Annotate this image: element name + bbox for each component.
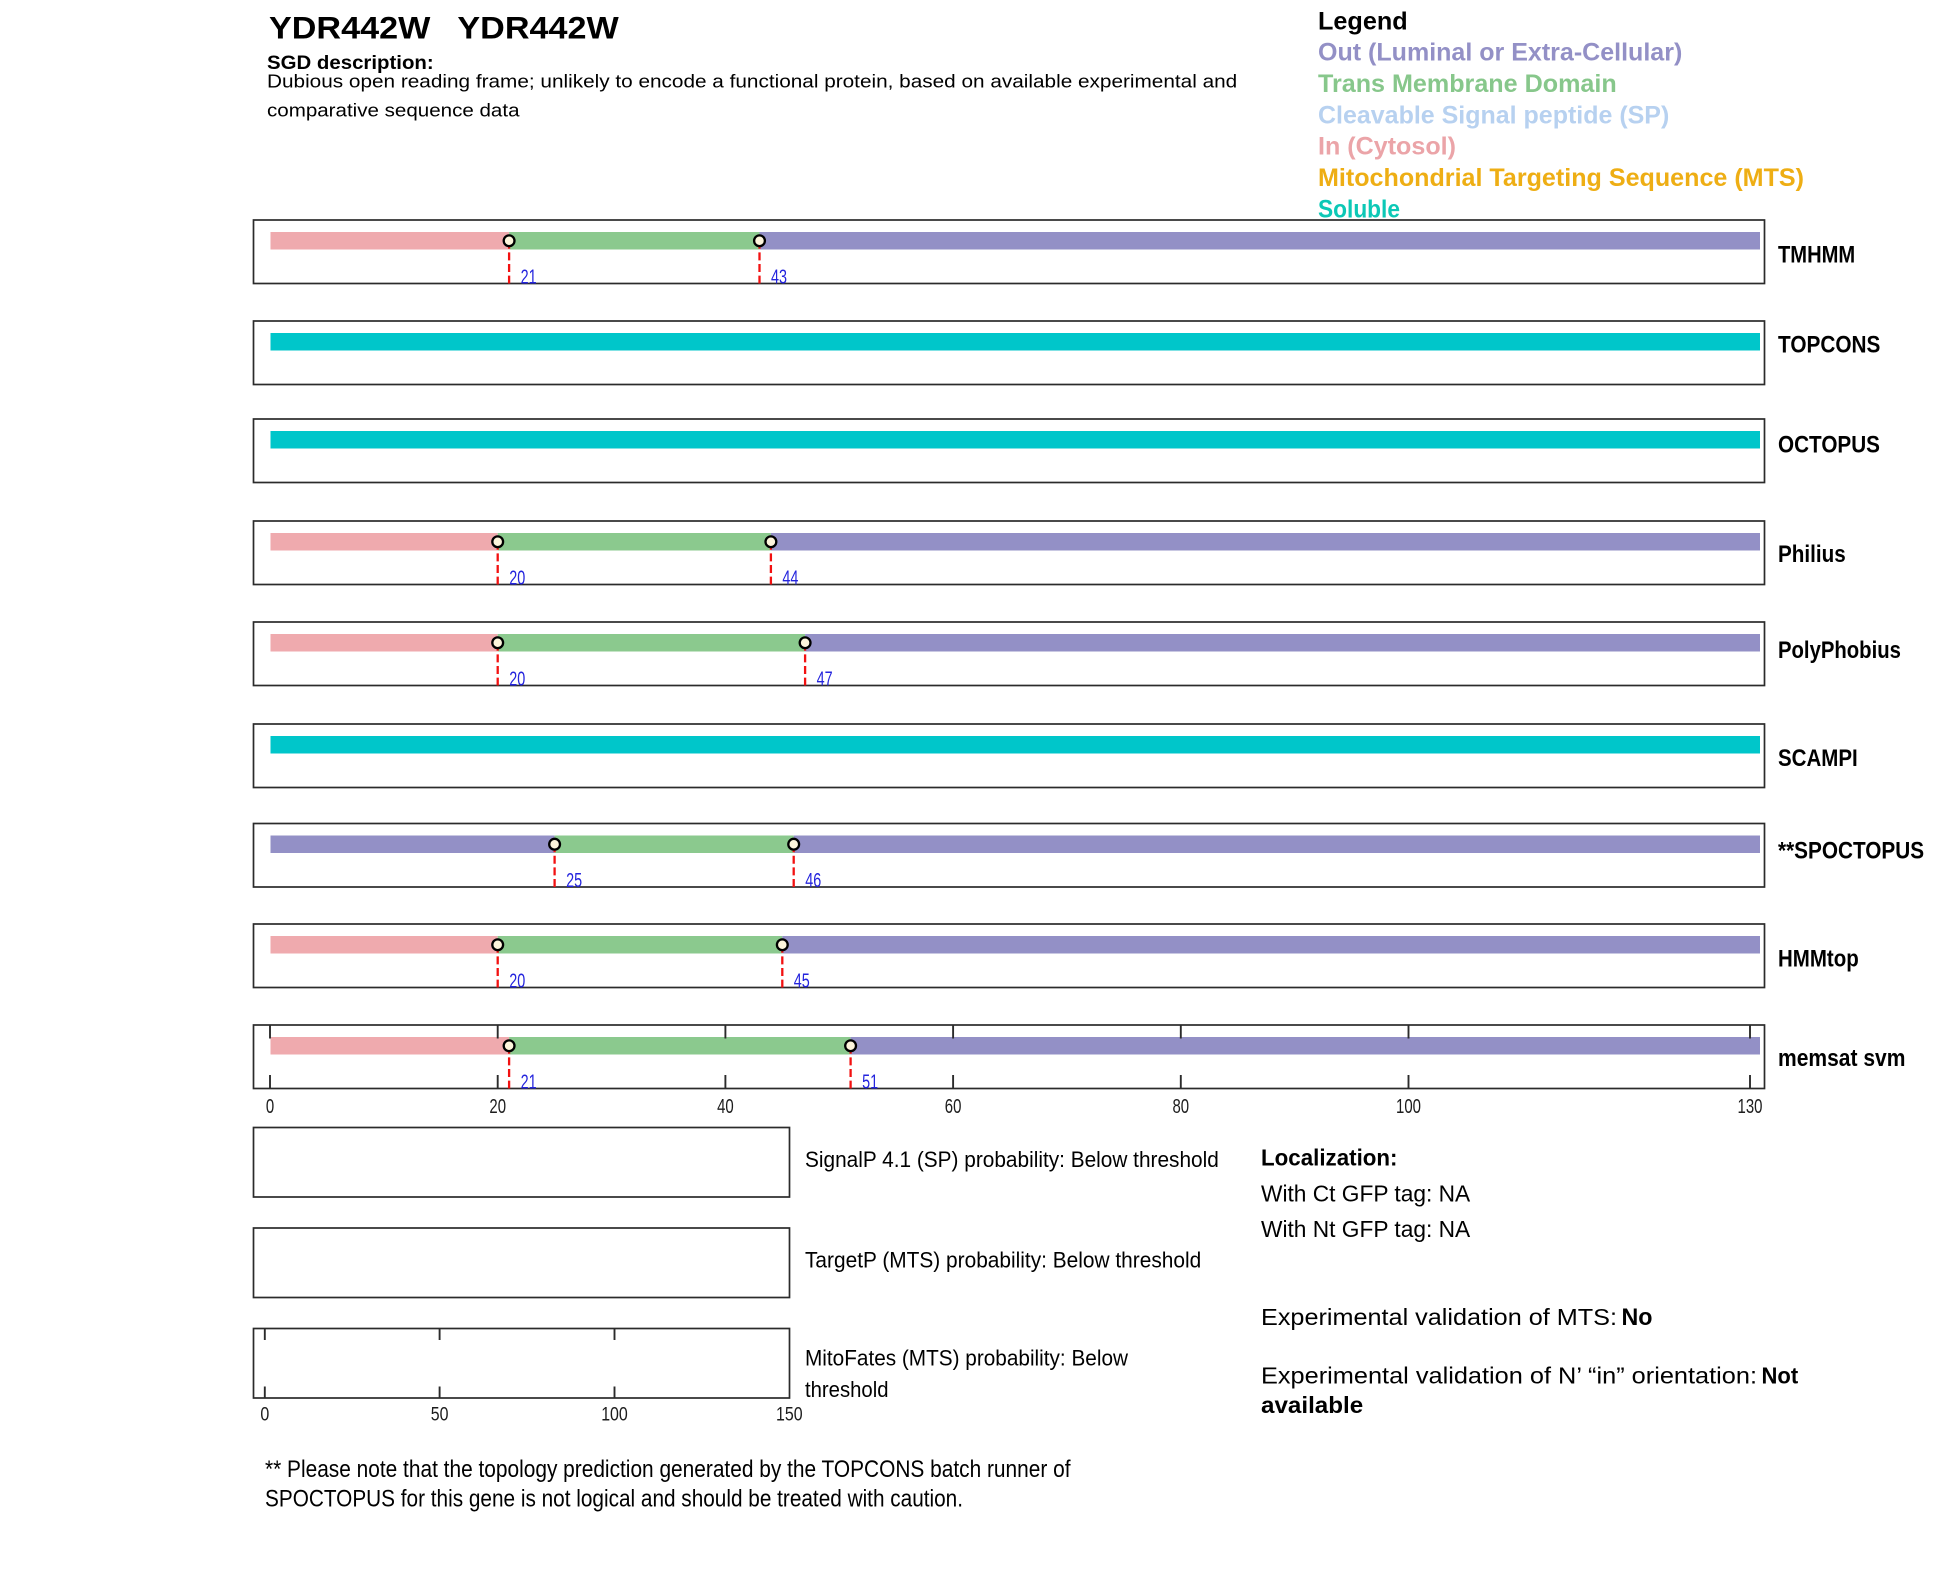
svg-text:Experimental validation of N’: Experimental validation of N’ “in” orien… [1261, 1363, 1757, 1389]
svg-text:SignalP 4.1 (SP) probability:: SignalP 4.1 (SP) probability: Below thre… [805, 1147, 1219, 1172]
svg-text:YDR442W: YDR442W [269, 10, 431, 46]
svg-text:Philius: Philius [1778, 541, 1846, 568]
svg-text:OCTOPUS: OCTOPUS [1778, 432, 1880, 459]
svg-text:80: 80 [1173, 1096, 1190, 1118]
svg-text:150: 150 [776, 1405, 803, 1426]
svg-text:130: 130 [1738, 1096, 1763, 1118]
svg-text:In (Cytosol): In (Cytosol) [1318, 133, 1456, 161]
svg-text:Trans Membrane Domain: Trans Membrane Domain [1318, 70, 1617, 98]
svg-text:Dubious open reading frame; un: Dubious open reading frame; unlikely to … [267, 70, 1237, 91]
svg-text:Legend: Legend [1318, 7, 1408, 35]
svg-text:47: 47 [817, 669, 833, 691]
svg-text:21: 21 [521, 1072, 537, 1094]
svg-text:20: 20 [509, 568, 525, 590]
svg-text:With Nt GFP tag: NA: With Nt GFP tag: NA [1261, 1216, 1471, 1242]
svg-text:SCAMPI: SCAMPI [1778, 745, 1858, 772]
svg-text:43: 43 [771, 267, 787, 289]
svg-text:memsat svm: memsat svm [1778, 1045, 1905, 1072]
svg-text:51: 51 [862, 1072, 878, 1094]
svg-text:YDR442W: YDR442W [457, 10, 619, 46]
svg-text:PolyPhobius: PolyPhobius [1778, 637, 1901, 664]
svg-text:With Ct GFP tag: NA: With Ct GFP tag: NA [1261, 1180, 1471, 1206]
svg-text:Soluble: Soluble [1318, 195, 1400, 223]
svg-text:100: 100 [601, 1405, 628, 1426]
svg-text:available: available [1261, 1392, 1363, 1418]
svg-text:HMMtop: HMMtop [1778, 946, 1859, 973]
svg-text:0: 0 [260, 1405, 269, 1426]
svg-text:Out (Luminal or Extra-Cellular: Out (Luminal or Extra-Cellular) [1318, 39, 1682, 67]
svg-text:MitoFates (MTS) probability: B: MitoFates (MTS) probability: Below [805, 1346, 1128, 1371]
svg-text:TargetP (MTS) probability: Bel: TargetP (MTS) probability: Below thresho… [805, 1248, 1201, 1273]
svg-text:No: No [1622, 1304, 1653, 1331]
svg-text:20: 20 [509, 971, 525, 993]
svg-text:45: 45 [794, 971, 810, 993]
svg-text:threshold: threshold [805, 1377, 889, 1402]
svg-text:21: 21 [521, 267, 537, 289]
svg-text:TOPCONS: TOPCONS [1778, 332, 1880, 359]
svg-text:20: 20 [509, 669, 525, 691]
svg-text:46: 46 [805, 870, 821, 892]
svg-text:0: 0 [266, 1096, 274, 1118]
svg-text:TMHMM: TMHMM [1778, 242, 1855, 269]
svg-text:25: 25 [566, 870, 582, 892]
svg-text:SGD description:: SGD description: [267, 53, 434, 74]
svg-text:100: 100 [1396, 1096, 1421, 1118]
svg-text:Localization:: Localization: [1261, 1145, 1398, 1171]
svg-text:50: 50 [431, 1405, 449, 1426]
svg-text:Experimental validation of MTS: Experimental validation of MTS: [1261, 1304, 1617, 1330]
svg-text:SPOCTOPUS for this gene is not: SPOCTOPUS for this gene is not logical a… [265, 1486, 963, 1513]
svg-text:comparative sequence data: comparative sequence data [267, 100, 520, 121]
svg-text:**SPOCTOPUS: **SPOCTOPUS [1778, 838, 1924, 865]
svg-text:Not: Not [1762, 1363, 1799, 1389]
svg-text:** Please note that the topolo: ** Please note that the topology predict… [265, 1456, 1071, 1483]
svg-text:20: 20 [489, 1096, 506, 1118]
svg-text:60: 60 [945, 1096, 962, 1118]
svg-text:44: 44 [782, 568, 798, 590]
svg-text:Cleavable Signal peptide (SP): Cleavable Signal peptide (SP) [1318, 101, 1669, 129]
svg-text:40: 40 [717, 1096, 734, 1118]
svg-text:Mitochondrial Targeting Sequen: Mitochondrial Targeting Sequence (MTS) [1318, 164, 1804, 192]
